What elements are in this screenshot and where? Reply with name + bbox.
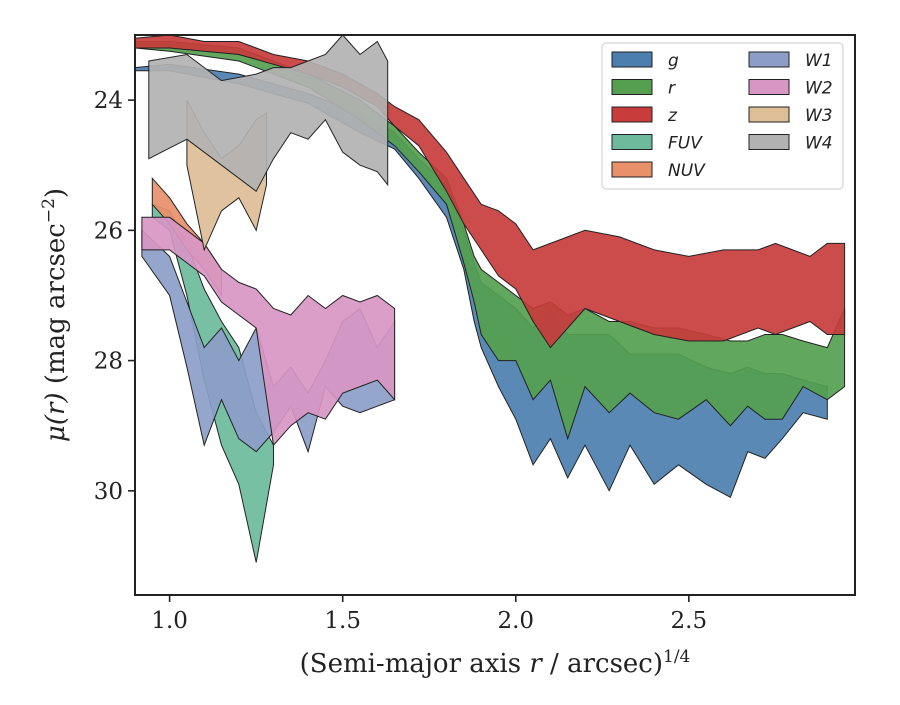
legend-swatch-g	[611, 51, 653, 68]
legend-swatch-w4	[748, 134, 790, 150]
legend-swatch-z	[611, 106, 653, 123]
legend-label-r: r	[668, 79, 676, 99]
legend-swatch-w1	[748, 51, 790, 68]
legend: grz FUV NUV W1 W2 W3 W4	[601, 42, 844, 190]
series-band-w2	[141, 216, 396, 447]
legend-swatch-nuv	[611, 161, 653, 178]
y-tick-label: 28	[94, 349, 123, 375]
legend-label-fuv: FUV	[668, 134, 703, 154]
x-tick-label: 2.5	[671, 608, 708, 634]
x-tick-label: 1.5	[324, 608, 361, 634]
legend-swatch-r	[611, 79, 653, 95]
legend-swatch-fuv	[611, 134, 653, 150]
y-axis-label: μ(r) (mag arcsec−2)	[39, 188, 71, 442]
x-tick-label: 2.0	[497, 608, 534, 634]
series-layer	[135, 35, 846, 563]
legend-swatch-w2	[748, 79, 790, 95]
legend-label-w1: W1	[805, 51, 833, 71]
y-tick-label: 24	[94, 88, 123, 114]
y-tick-label: 26	[94, 218, 123, 244]
legend-label-w3: W3	[805, 106, 833, 126]
legend-label-w4: W4	[805, 134, 833, 154]
legend-swatch-w3	[748, 106, 790, 123]
series-band-w4	[148, 35, 389, 193]
legend-label-z: z	[667, 106, 678, 126]
plot-frame	[134, 34, 856, 596]
series-band-r	[135, 41, 846, 441]
x-tick-label: 1.0	[151, 608, 188, 634]
y-tick-label: 30	[94, 479, 123, 505]
legend-label-g: g	[668, 51, 679, 71]
legend-label-nuv: NUV	[668, 161, 706, 181]
ticks-layer: 1.0 1.5 2.0 2.5 24 26 28 30	[94, 88, 707, 634]
legend-label-w2: W2	[805, 79, 833, 99]
x-axis-label: (Semi-major axis r / arcsec)1/4	[300, 647, 691, 679]
series-band-z	[135, 35, 846, 349]
